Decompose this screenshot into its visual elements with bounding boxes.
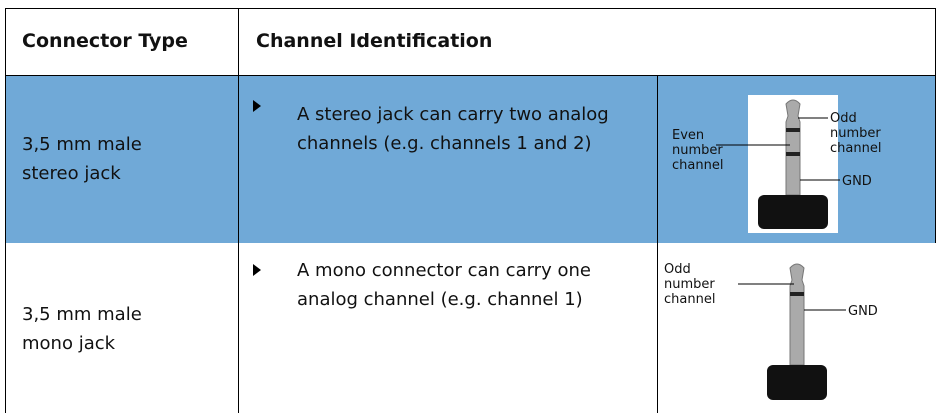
description: A stereo jack can carry two analog chann… — [297, 104, 609, 154]
diagram-label: Even number channel — [672, 128, 724, 173]
bullet — [253, 100, 261, 112]
border — [5, 8, 6, 413]
mono-jack — [738, 263, 846, 400]
stereo-jack — [716, 95, 840, 233]
border — [657, 75, 658, 413]
connector-type: 3,5 mm male stereo jack — [22, 134, 142, 184]
border — [238, 8, 239, 413]
border — [5, 8, 935, 9]
bullet — [253, 264, 261, 276]
connector-type: 3,5 mm male mono jack — [22, 304, 142, 354]
diagram-label: Odd number channel — [830, 111, 882, 156]
description: A mono connector can carry one analog ch… — [297, 260, 591, 310]
diagram-label: GND — [848, 304, 878, 319]
border — [5, 243, 935, 244]
border — [5, 75, 935, 76]
diagram-label: GND — [842, 174, 872, 189]
border — [935, 8, 936, 243]
diagram-label: Odd number channel — [664, 262, 716, 307]
header-cell: Connector Type — [22, 30, 188, 52]
header-cell: Channel Identification — [256, 30, 493, 52]
